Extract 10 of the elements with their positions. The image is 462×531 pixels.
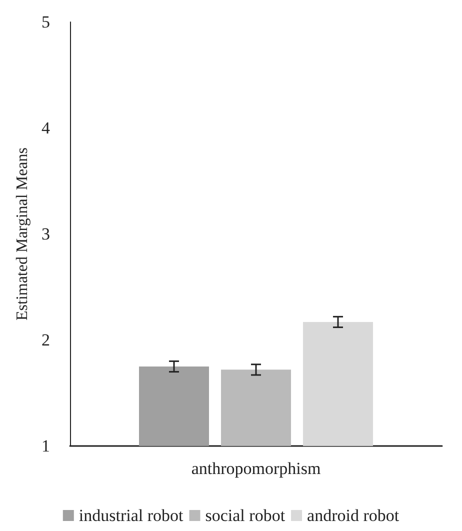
legend-label: android robot <box>307 506 400 525</box>
y-tick-label: 2 <box>42 330 50 350</box>
y-axis-title: Estimated Marginal Means <box>14 148 32 320</box>
y-tick-label: 3 <box>42 224 50 244</box>
x-tick-label: anthropomorphism <box>191 459 321 478</box>
legend-label: industrial robot <box>78 506 184 525</box>
y-tick-label: 5 <box>42 12 50 32</box>
y-tick-label: 1 <box>42 436 50 456</box>
legend-label: social robot <box>205 506 286 525</box>
y-tick-label: 4 <box>42 118 50 138</box>
